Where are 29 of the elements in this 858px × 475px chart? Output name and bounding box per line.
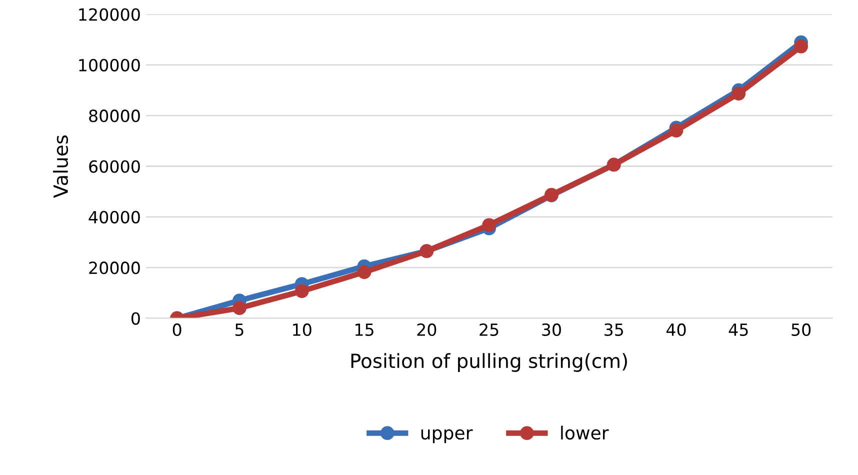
legend-label: upper: [421, 429, 473, 444]
x-axis-title: Position of pulling string(cm): [351, 353, 627, 372]
x-tick-label: 5: [235, 324, 244, 336]
point: [669, 124, 684, 138]
point: [232, 301, 246, 316]
x-tick-label: 35: [604, 323, 624, 336]
y-tick-label: 100000: [79, 58, 140, 72]
point: [357, 265, 372, 280]
point: [482, 218, 496, 232]
y-tick-label: 40000: [88, 210, 140, 224]
x-tick-label: 50: [792, 323, 811, 336]
x-tick-label: 30: [542, 323, 561, 336]
y-tick-label: 60000: [89, 160, 140, 173]
x-tick-label: 25: [480, 323, 498, 336]
point: [794, 39, 808, 54]
x-tick-label: 0: [172, 323, 182, 336]
x-tick-label: 10: [293, 323, 312, 336]
point: [294, 284, 309, 298]
y-tick-label: 20000: [89, 262, 140, 274]
x-tick-label: 40: [666, 323, 686, 336]
y-tick-label: 80000: [89, 110, 140, 122]
x-tick-label: 45: [728, 324, 748, 336]
legend-label: lower: [561, 426, 609, 440]
x-tick-label: 15: [355, 324, 374, 336]
point: [732, 86, 746, 100]
y-axis-title: Values: [53, 135, 68, 198]
y-tick-label: 0: [131, 312, 140, 325]
y-tick-label: 120000: [79, 8, 140, 21]
x-tick-label: 20: [417, 323, 436, 336]
